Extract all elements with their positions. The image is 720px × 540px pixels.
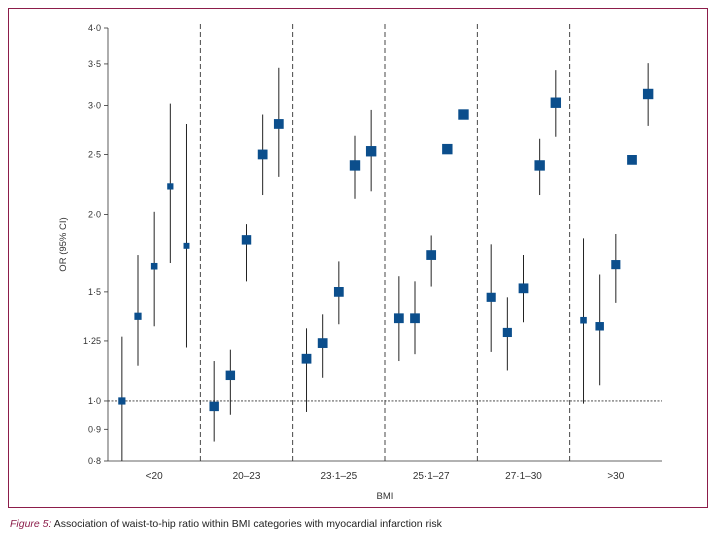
y-axis-label: OR (95% CI) (58, 217, 69, 271)
odds-ratio-marker (365, 146, 377, 157)
odds-ratio-marker (167, 183, 174, 190)
odds-ratio-marker (642, 88, 654, 100)
odds-ratio-marker (611, 260, 621, 270)
y-tick-label: 1·25 (83, 336, 101, 346)
figure-label: Figure 5: (10, 518, 52, 530)
odds-ratio-marker (580, 316, 587, 324)
odds-ratio-marker (349, 160, 361, 171)
odds-ratio-marker (333, 287, 344, 297)
odds-ratio-marker (150, 262, 158, 270)
y-tick-label: 3·0 (88, 100, 101, 110)
odds-ratio-marker (257, 149, 268, 160)
odds-ratio-marker (486, 292, 496, 302)
odds-ratio-marker (458, 109, 469, 120)
y-tick-label: 0·8 (88, 456, 101, 466)
figure-frame (8, 8, 708, 508)
odds-ratio-marker (317, 338, 328, 348)
odds-ratio-marker (550, 97, 562, 108)
category-label: 27·1–30 (505, 471, 542, 482)
figure-caption: Figure 5: Association of waist-to-hip ra… (10, 518, 442, 530)
y-tick-label: 3·5 (88, 59, 101, 69)
forest-plot-chart: 0·8 0·9 1·0 1·25 1·5 2·0 2·5 3·0 3·5 4·0 OR (95% C… (58, 23, 662, 502)
odds-ratio-marker (410, 313, 420, 324)
odds-ratio-marker (134, 312, 142, 320)
odds-ratio-marker (209, 401, 219, 412)
category-label: 23·1–25 (320, 471, 357, 482)
odds-ratio-marker (393, 313, 404, 324)
odds-ratio-marker (518, 283, 529, 294)
y-tick-label: 2·5 (88, 149, 101, 159)
category-label: 20–23 (233, 471, 261, 482)
odds-ratio-marker (534, 160, 545, 171)
x-axis-label: BMI (377, 491, 394, 502)
odds-ratio-marker (241, 235, 252, 245)
y-tick-label: 2·0 (88, 209, 101, 219)
odds-ratio-marker (627, 155, 637, 165)
caption-text: Association of waist-to-hip ratio within… (53, 518, 442, 530)
y-tick-label: 4·0 (88, 23, 101, 33)
odds-ratio-marker (426, 250, 437, 260)
y-tick-label: 0·9 (88, 424, 101, 434)
odds-ratio-marker (273, 119, 284, 129)
y-tick-label: 1·0 (88, 396, 101, 406)
odds-ratio-marker (301, 353, 312, 364)
category-label: >30 (607, 471, 624, 482)
odds-ratio-marker (595, 322, 604, 331)
y-tick-label: 1·5 (88, 287, 101, 297)
category-label: <20 (146, 471, 163, 482)
odds-ratio-marker (502, 327, 512, 338)
category-label: 25·1–27 (413, 471, 450, 482)
odds-ratio-marker (442, 143, 453, 155)
odds-ratio-marker (225, 370, 236, 381)
odds-ratio-marker (183, 242, 190, 249)
odds-ratio-marker (118, 397, 126, 405)
